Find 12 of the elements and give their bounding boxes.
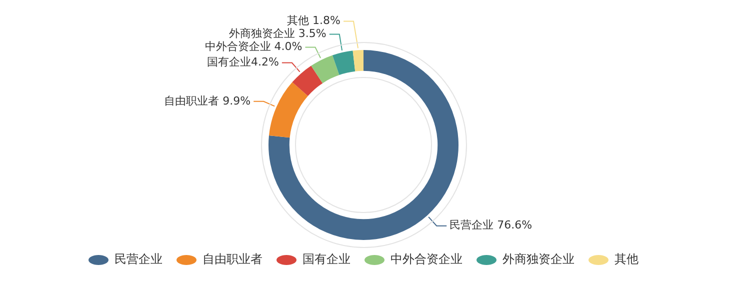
- data-label: 自由职业者 9.9%: [164, 94, 251, 108]
- legend-label: 自由职业者: [202, 252, 262, 266]
- legend-label: 国有企业: [302, 252, 350, 266]
- data-label: 民营企业 76.6%: [450, 218, 532, 232]
- legend-label: 其他: [614, 252, 638, 266]
- legend-label: 外商独资企业: [502, 252, 574, 266]
- data-label: 中外合资企业 4.0%: [204, 40, 302, 54]
- data-label: 外商独资企业 3.5%: [228, 27, 326, 40]
- data-label: 国有企业4.2%: [206, 56, 279, 69]
- data-label: 其他 1.8%: [287, 14, 340, 28]
- legend-label: 中外合资企业: [390, 252, 462, 266]
- legend-label: 民营企业: [114, 252, 162, 266]
